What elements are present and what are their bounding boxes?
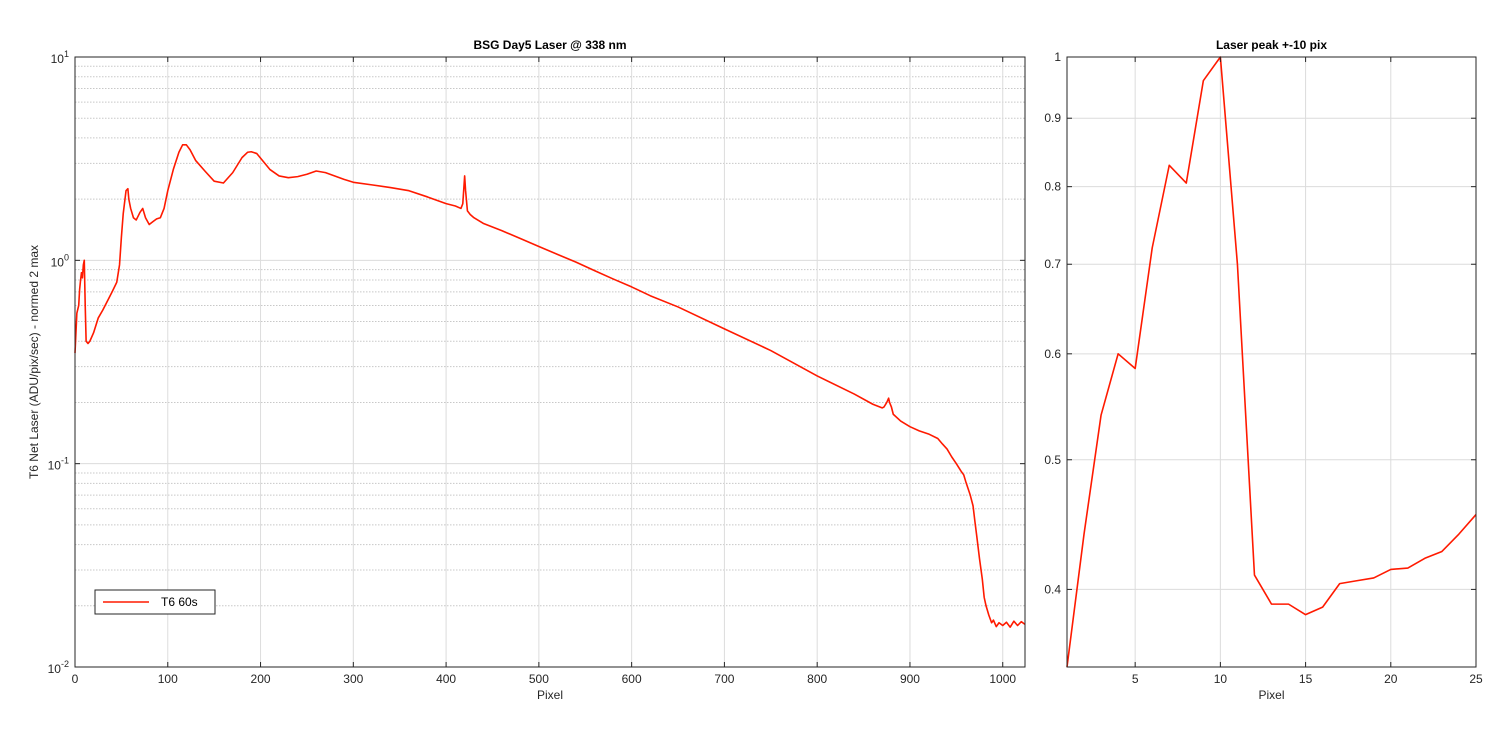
y-tick-label: 1 [1054, 50, 1061, 64]
x-tick-label: 200 [251, 672, 271, 686]
x-tick-label: 600 [622, 672, 642, 686]
y-tick-label: 0.4 [1044, 582, 1061, 596]
legend-box [94, 589, 216, 615]
x-tick-label: 10 [1214, 672, 1228, 686]
y-axis-label: T6 Net Laser (ADU/pix/sec) - normed 2 ma… [27, 245, 41, 479]
axes-box [1066, 56, 1477, 668]
legend: T6 60s [94, 589, 216, 615]
series-line-0 [1066, 56, 1477, 668]
x-tick-label: 700 [714, 672, 734, 686]
y-tick-label: 10-1 [48, 456, 69, 473]
x-tick-label: 400 [436, 672, 456, 686]
x-tick-label: 20 [1384, 672, 1398, 686]
y-tick-label: 0.5 [1044, 453, 1061, 467]
series-line-0 [74, 144, 1026, 628]
x-tick-label: 1000 [989, 672, 1016, 686]
x-tick-label: 300 [343, 672, 363, 686]
x-tick-label: 0 [72, 672, 79, 686]
y-tick-label: 0.8 [1044, 180, 1061, 194]
y-tick-label: 101 [51, 49, 69, 66]
chart-title: BSG Day5 Laser @ 338 nm [473, 38, 626, 52]
x-tick-label: 800 [807, 672, 827, 686]
x-axis-label: Pixel [1258, 688, 1284, 702]
y-tick-label: 0.9 [1044, 111, 1061, 125]
legend-label: T6 60s [161, 595, 198, 609]
y-tick-label: 100 [51, 252, 69, 269]
laser-peak-axes: 5 10 15 20 25 0.4 0.5 0.6 0.7 0.8 0.9 1 Laser peak +… [1044, 38, 1483, 702]
x-tick-label: 900 [900, 672, 920, 686]
chart-title: Laser peak +-10 pix [1216, 38, 1327, 52]
y-tick-label: 0.6 [1044, 347, 1061, 361]
y-tick-label: 0.7 [1044, 257, 1061, 271]
axes-box [74, 56, 1026, 668]
y-tick-label: 10-2 [48, 659, 69, 676]
main-spectrum-axes: 0 100 200 300 400 500 600 700 800 900 1000 10-2 10-1… [27, 38, 1026, 702]
x-tick-label: 5 [1132, 672, 1139, 686]
x-axis-label: Pixel [537, 688, 563, 702]
x-tick-label: 500 [529, 672, 549, 686]
x-tick-label: 15 [1299, 672, 1313, 686]
plot-area [75, 57, 1025, 667]
x-tick-label: 100 [158, 672, 178, 686]
x-tick-label: 25 [1469, 672, 1483, 686]
